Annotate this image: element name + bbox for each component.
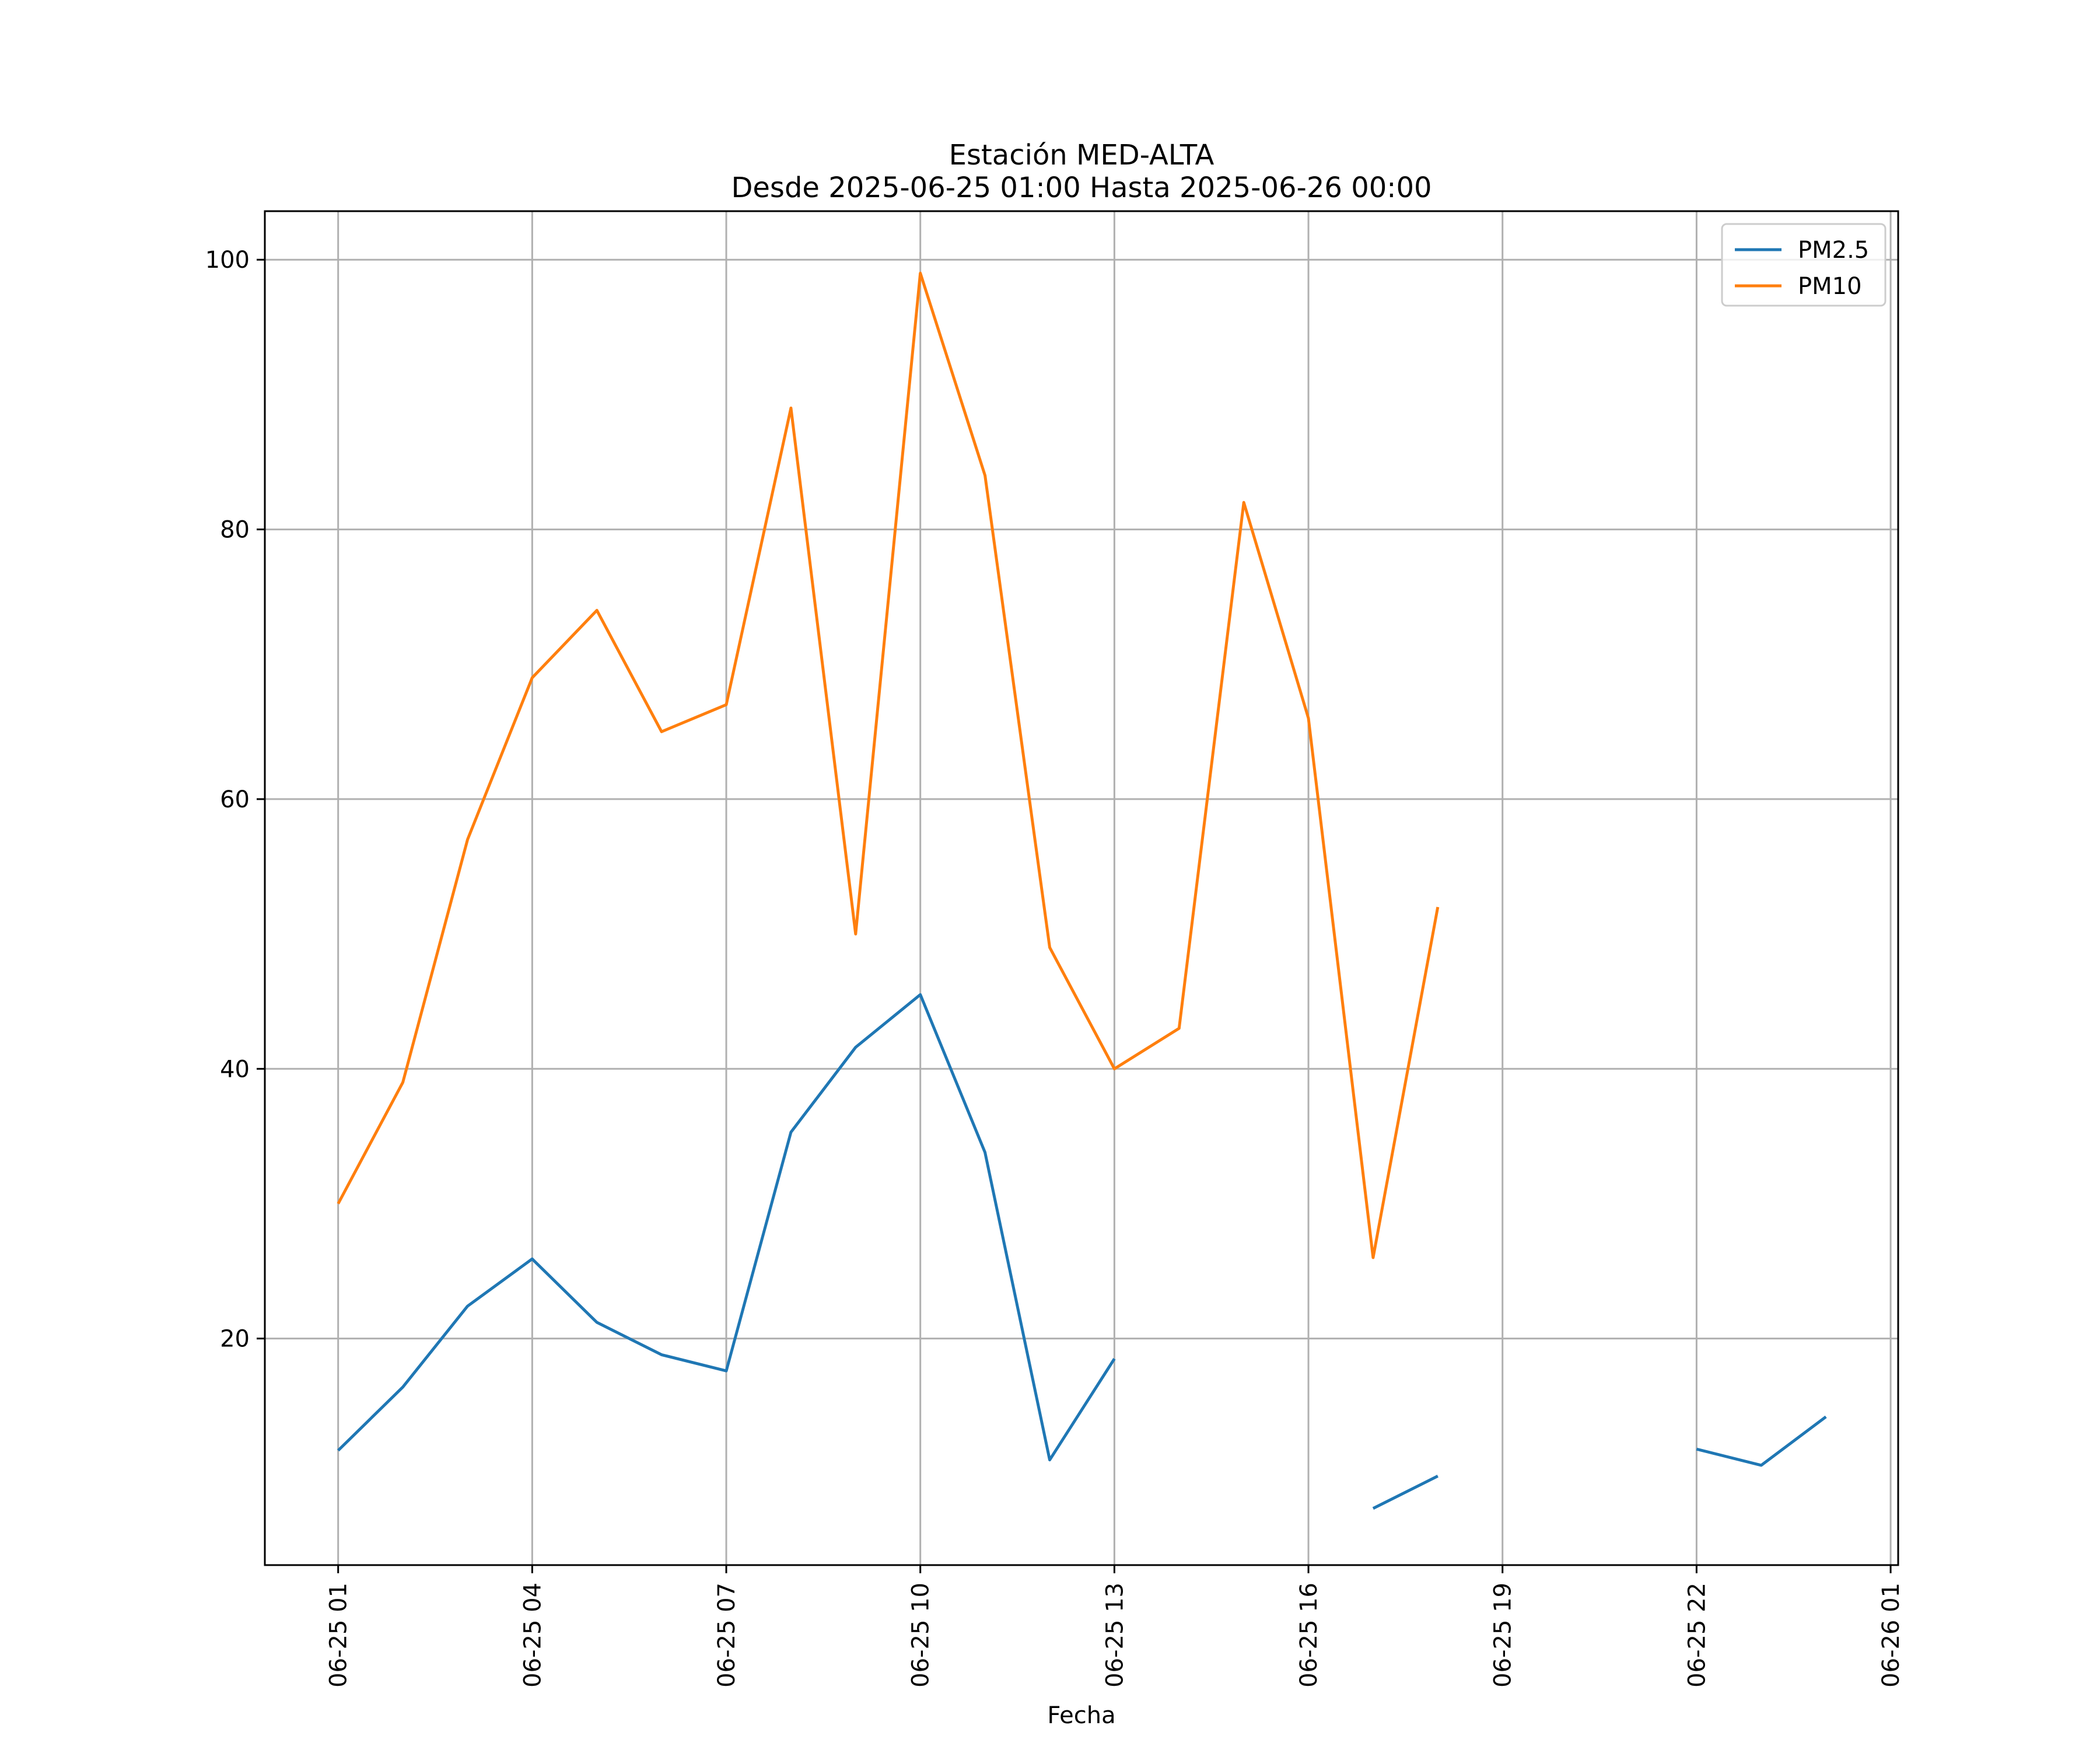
chart-subtitle: Desde 2025-06-25 01:00 Hasta 2025-06-26 … bbox=[731, 172, 1432, 204]
x-tick-label: 06-25 22 bbox=[1684, 1583, 1710, 1688]
y-tick-label: 60 bbox=[220, 786, 250, 813]
chart-title: Estación MED-ALTA bbox=[949, 139, 1214, 172]
x-tick-label: 06-25 07 bbox=[713, 1583, 740, 1688]
series-line-pm10 bbox=[337, 271, 1440, 1259]
grid-lines bbox=[265, 211, 1898, 1565]
x-tick-label: 06-25 10 bbox=[908, 1583, 935, 1688]
series-line-pm25 bbox=[337, 993, 1827, 1510]
x-axis-label: Fecha bbox=[1047, 1702, 1115, 1729]
y-axis: 20 40 60 80 100 bbox=[205, 247, 265, 1353]
x-tick-label: 06-25 04 bbox=[519, 1583, 546, 1688]
x-axis: 06-25 01 06-25 04 06-25 07 06-25 10 06-25 13… bbox=[326, 1565, 1905, 1688]
y-tick-label: 100 bbox=[205, 247, 250, 274]
x-tick-label: 06-25 13 bbox=[1101, 1583, 1128, 1688]
legend-label: PM2.5 bbox=[1798, 237, 1869, 264]
legend-label: PM10 bbox=[1798, 273, 1862, 300]
y-tick-label: 80 bbox=[220, 517, 250, 544]
series-lines bbox=[337, 271, 1827, 1510]
x-tick-label: 06-25 01 bbox=[326, 1583, 352, 1688]
x-tick-label: 06-25 16 bbox=[1296, 1583, 1322, 1688]
x-tick-label: 06-25 19 bbox=[1490, 1583, 1517, 1688]
y-tick-label: 20 bbox=[220, 1326, 250, 1353]
plot-frame bbox=[264, 210, 1899, 1566]
y-tick-label: 40 bbox=[220, 1056, 250, 1083]
x-tick-label: 06-26 01 bbox=[1878, 1583, 1905, 1688]
legend: PM2.5 PM10 bbox=[1721, 223, 1887, 307]
